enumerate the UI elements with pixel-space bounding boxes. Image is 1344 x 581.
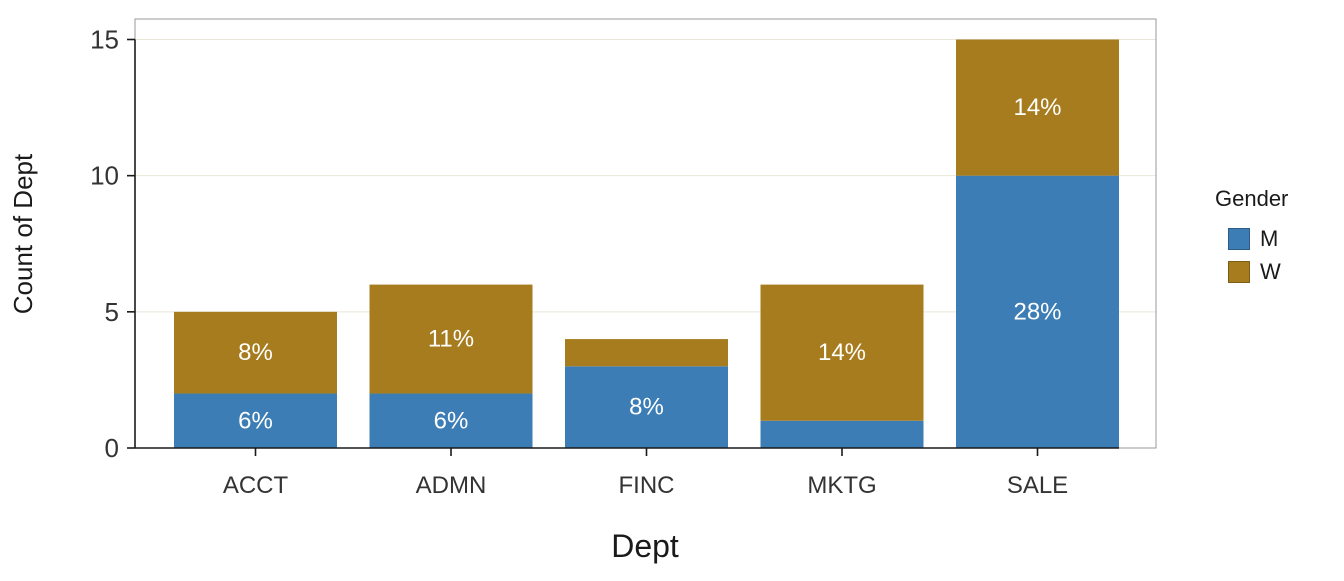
svg-text:28%: 28% (1013, 298, 1061, 325)
svg-text:14%: 14% (818, 339, 866, 366)
svg-text:15: 15 (90, 25, 119, 55)
svg-text:0: 0 (105, 433, 119, 463)
svg-text:5: 5 (105, 297, 119, 327)
svg-text:MKTG: MKTG (807, 472, 876, 499)
svg-text:11%: 11% (428, 326, 474, 353)
svg-text:8%: 8% (629, 394, 664, 421)
svg-text:10: 10 (90, 161, 119, 191)
svg-text:SALE: SALE (1007, 472, 1068, 499)
svg-text:6%: 6% (238, 407, 273, 434)
svg-text:ACCT: ACCT (223, 472, 289, 499)
svg-text:8%: 8% (238, 339, 273, 366)
svg-text:ADMN: ADMN (416, 472, 487, 499)
svg-text:FINC: FINC (619, 472, 675, 499)
svg-text:6%: 6% (434, 407, 469, 434)
svg-text:14%: 14% (1013, 94, 1061, 121)
